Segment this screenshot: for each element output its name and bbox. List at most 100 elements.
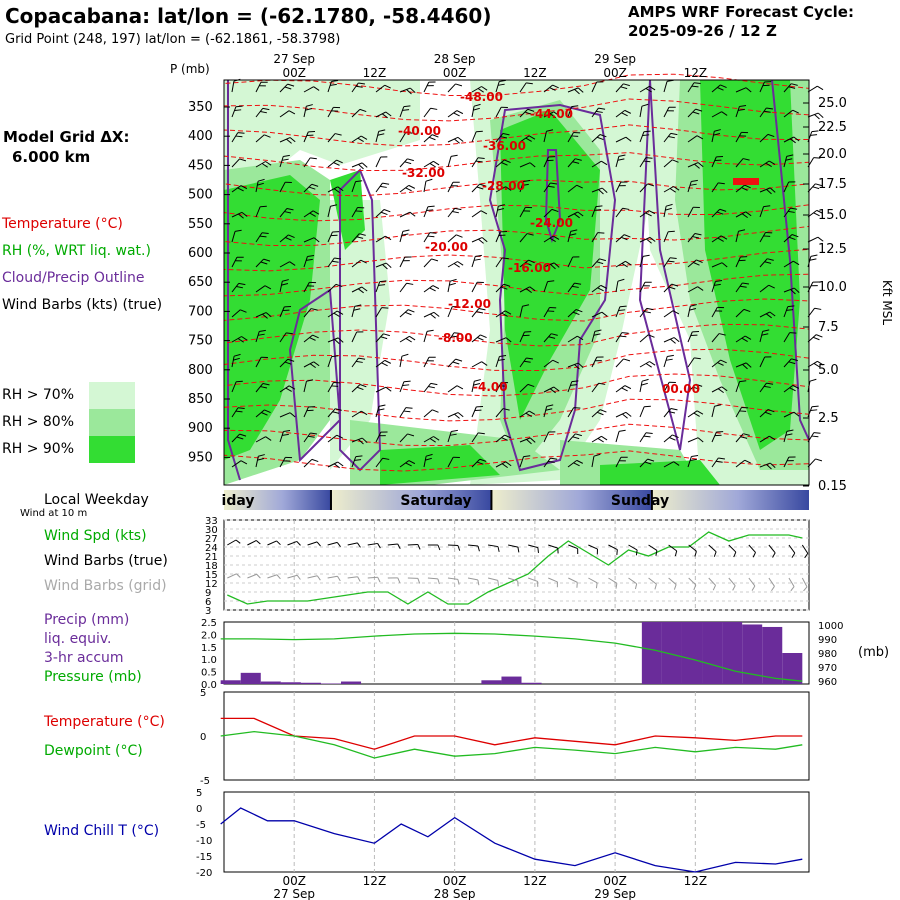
wind-barb <box>471 86 488 93</box>
barb-flag <box>497 546 500 552</box>
wind-barb-flag <box>696 135 704 140</box>
wind-barb <box>807 112 824 120</box>
wind-barb-flag <box>595 205 603 208</box>
wind-barb-flag <box>239 433 247 437</box>
wind-barb-flag <box>504 159 511 164</box>
wind-barb-flag <box>286 207 294 211</box>
wind-barb-true <box>748 544 756 558</box>
time-tick-top: 12Z <box>523 66 547 80</box>
wind-barb-shaft <box>375 262 387 268</box>
wind-barb-flag <box>500 136 508 139</box>
wind-barb-flag <box>283 430 291 433</box>
wind-barb-shaft <box>735 407 742 418</box>
wind-barb <box>327 80 339 93</box>
wind-barb-flag <box>720 235 728 240</box>
wind-barb <box>567 335 584 343</box>
wind-barb-flag <box>670 407 678 411</box>
wind-barb-shaft <box>759 382 767 393</box>
wind-tick: 24 <box>205 543 218 554</box>
wind-barb-flag <box>306 134 314 137</box>
wind-barb-shaft <box>615 234 625 243</box>
wind-barb <box>639 183 655 193</box>
wind-barb-shaft <box>447 306 453 318</box>
wind-barb-shaft <box>471 361 482 368</box>
wind-barb <box>543 84 559 93</box>
wind-barb-flag <box>431 258 439 262</box>
isotherm-label: -12.00 <box>448 297 491 311</box>
wind-barb <box>471 254 482 268</box>
wind-barb <box>687 437 704 443</box>
wind-barb <box>591 205 603 218</box>
wind-barb-flag <box>257 182 264 186</box>
wind-barb-shaft <box>327 206 331 218</box>
wind-barb-flag <box>235 105 243 108</box>
wind-barb-flag <box>452 361 460 365</box>
wind-barb-true <box>247 540 261 546</box>
wind-barb-flag <box>697 162 704 168</box>
wind-barb <box>783 260 800 268</box>
wind-barb-flag <box>501 463 508 469</box>
wind-barb-shaft <box>783 83 792 93</box>
wind-barb-shaft <box>711 182 719 193</box>
wind-barb-flag <box>693 82 701 85</box>
wind-barb <box>783 358 798 368</box>
wind-barb-shaft <box>231 460 242 468</box>
wind-barb <box>303 432 318 443</box>
wind-barb-flag <box>456 234 463 238</box>
barb-shaft <box>247 540 257 546</box>
wind-panel-label: Wind Barbs (grid) <box>44 578 167 594</box>
pressure-tick-right: 990 <box>818 635 837 646</box>
wind-barb-shaft <box>375 307 383 318</box>
wind-barb-flag <box>427 205 435 208</box>
wind-barb <box>399 256 412 268</box>
barb-flag <box>634 583 638 590</box>
wind-tick: 27 <box>205 534 218 545</box>
wind-barb-flag <box>382 264 388 270</box>
forecast-cycle-label: AMPS WRF Forecast Cycle: <box>628 3 854 21</box>
wind-barb <box>255 161 272 168</box>
wind-barb-flag <box>476 311 484 314</box>
wind-barb <box>447 456 460 468</box>
barb-shaft <box>227 573 237 579</box>
wind-barb-flag <box>312 334 319 339</box>
wind-barb-shaft <box>519 331 525 343</box>
wind-barb-flag <box>787 305 795 308</box>
wind-barb-shaft <box>543 406 548 418</box>
wind-barb-flag <box>260 386 268 389</box>
barb-flag <box>337 576 341 582</box>
wind-barb <box>327 337 344 345</box>
wind-barb-true <box>367 542 381 549</box>
wind-barb <box>255 178 265 193</box>
wind-barb-flag <box>694 357 701 360</box>
wind-barb-flag <box>596 136 604 141</box>
wind-barb <box>759 382 774 393</box>
wind-barb <box>495 186 512 193</box>
barb-shaft <box>648 577 657 585</box>
barb-flag <box>377 577 381 583</box>
wind-barb-shaft <box>279 412 291 418</box>
wind-barb-shaft <box>375 281 381 293</box>
wind-barb-flag <box>381 307 389 309</box>
wind-barb-shaft <box>663 159 673 168</box>
wind-barb-shaft <box>255 206 261 218</box>
wind-barb-shaft <box>303 106 307 118</box>
wind-barb-shaft <box>615 411 627 418</box>
page-title: Copacabana: lat/lon = (-62.1780, -58.446… <box>5 4 492 28</box>
wind-barb-flag <box>718 182 725 185</box>
temp-panel-label: Temperature (°C) <box>44 714 165 730</box>
wind-barb-shaft <box>735 132 742 143</box>
wind-barb-flag <box>336 310 344 315</box>
wind-barb-flag <box>356 386 364 391</box>
wind-barb <box>471 281 484 293</box>
wind-barb <box>303 281 317 293</box>
wind-barb-flag <box>406 89 412 95</box>
wind-barb <box>447 234 463 243</box>
cloud-outline <box>638 79 692 451</box>
wind-barb-flag <box>237 187 244 192</box>
wind-barb-flag <box>695 108 703 112</box>
wind-barb <box>231 158 247 168</box>
wind-barb-shaft <box>423 181 427 193</box>
wind-barb-flag <box>625 136 632 142</box>
wind-barb-flag <box>551 208 559 213</box>
wind-barb <box>279 412 296 418</box>
